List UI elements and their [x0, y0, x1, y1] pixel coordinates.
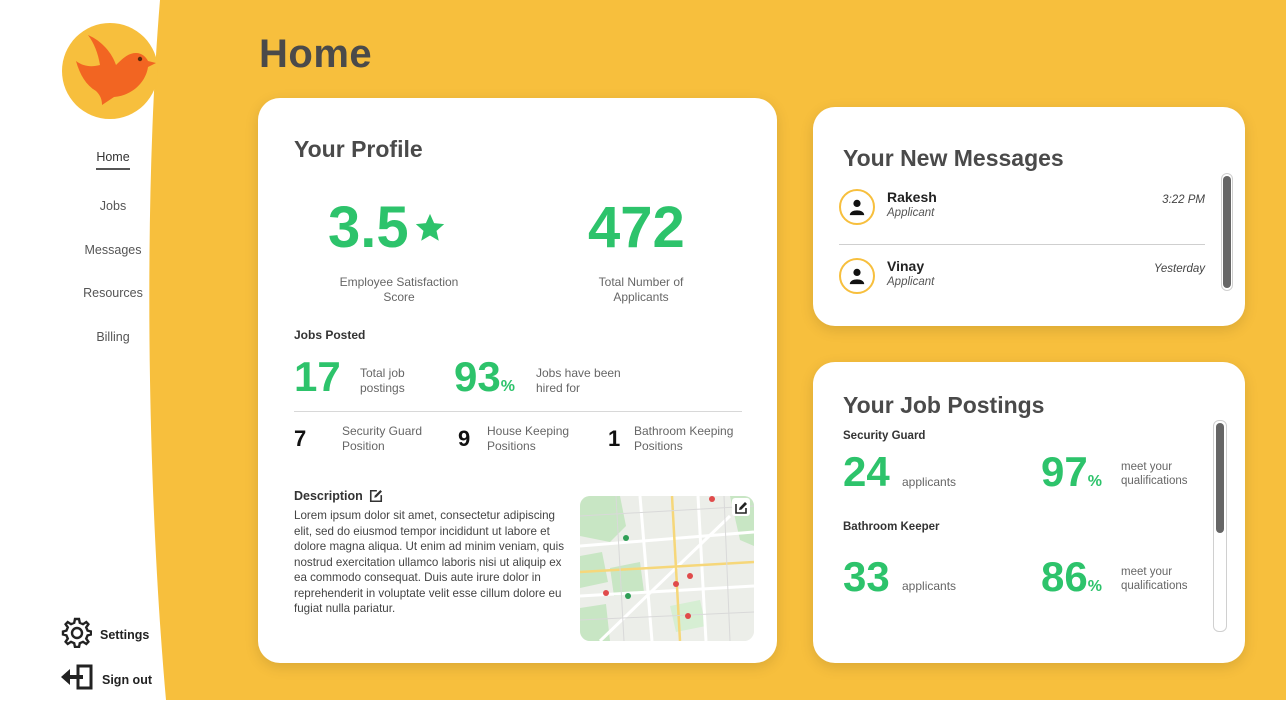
- bottom-strip: [0, 700, 1286, 706]
- description-heading: Description: [294, 489, 383, 503]
- messages-card: Your New Messages Rakesh Applicant 3:22 …: [813, 107, 1245, 326]
- sidebar-item-billing[interactable]: Billing: [96, 330, 130, 344]
- message-sender-role: Applicant: [887, 207, 935, 219]
- total-applicants-value: 472: [588, 195, 685, 260]
- message-divider: [839, 244, 1205, 245]
- map-image[interactable]: [580, 496, 754, 641]
- job-applicants-count: 33: [843, 553, 890, 600]
- messages-scroll-thumb[interactable]: [1223, 176, 1231, 288]
- description-title: Description: [294, 489, 363, 503]
- house-keeping-label: House Keeping Positions: [487, 424, 570, 453]
- satisfaction-score-value: 3.5: [328, 195, 409, 260]
- job-qualified-percent-value: 86: [1041, 553, 1088, 600]
- message-time: 3:22 PM: [1162, 194, 1205, 206]
- job-qualified-label: meet your qualifications: [1121, 566, 1188, 593]
- job-qualified-percent: 86%: [1041, 556, 1102, 598]
- total-postings-value: 17: [294, 353, 341, 400]
- message-sender-name: Rakesh: [887, 189, 937, 205]
- profile-card: Your Profile 3.5 Employee Satisfaction S…: [258, 98, 777, 663]
- job-qualified-percent-sign: %: [1087, 473, 1102, 490]
- star-icon: [413, 211, 447, 245]
- sign-out-button[interactable]: Sign out: [60, 664, 152, 695]
- message-item[interactable]: Vinay Applicant Yesterday: [839, 258, 1205, 310]
- job-qualified-percent-sign: %: [1087, 578, 1102, 595]
- message-time: Yesterday: [1153, 263, 1205, 275]
- active-underline: [96, 168, 130, 170]
- jobs-posted-label: Jobs Posted: [294, 328, 366, 342]
- hired-percent: 93%: [454, 356, 515, 398]
- user-icon: [848, 198, 866, 216]
- total-postings-label: Total job postings: [360, 366, 405, 395]
- user-icon: [848, 267, 866, 285]
- sign-out-icon: [60, 664, 94, 695]
- sidebar-item-resources[interactable]: Resources: [83, 286, 143, 300]
- job-postings-title: Your Job Postings: [843, 392, 1045, 418]
- message-item[interactable]: Rakesh Applicant 3:22 PM: [839, 189, 1205, 241]
- settings-label: Settings: [100, 627, 150, 642]
- total-applicants-label: Total Number of Applicants: [598, 275, 684, 304]
- security-guard-label: Security Guard Position: [342, 424, 423, 453]
- postings-scrollbar[interactable]: [1213, 420, 1227, 632]
- job-applicants-label: applicants: [902, 475, 957, 489]
- job-qualified-percent: 97%: [1041, 451, 1102, 493]
- bathroom-keeping-count: 1: [608, 426, 621, 451]
- divider: [294, 411, 742, 412]
- avatar: [839, 258, 875, 294]
- sign-out-label: Sign out: [102, 672, 152, 687]
- gear-icon: [60, 616, 93, 653]
- description-text: Lorem ipsum dolor sit amet, consectetur …: [294, 509, 565, 616]
- job-applicants-count: 24: [843, 448, 890, 495]
- hired-label: Jobs have been hired for: [536, 366, 621, 395]
- profile-title: Your Profile: [294, 136, 423, 162]
- bathroom-keeping-label: Bathroom Keeping Positions: [634, 424, 734, 453]
- job-title: Bathroom Keeper: [843, 521, 940, 533]
- sidebar-item-home[interactable]: Home: [96, 150, 130, 164]
- bird-logo-icon[interactable]: [62, 23, 158, 119]
- settings-button[interactable]: Settings: [60, 616, 149, 653]
- sidebar-item-jobs[interactable]: Jobs: [99, 199, 127, 213]
- job-postings-card: Your Job Postings Security Guard 24 appl…: [813, 362, 1245, 663]
- sidebar: [0, 0, 166, 700]
- hired-percent-sign: %: [500, 378, 515, 395]
- postings-scroll-thumb[interactable]: [1216, 423, 1224, 533]
- job-qualified-label: meet your qualifications: [1121, 461, 1188, 488]
- house-keeping-count: 9: [458, 426, 471, 451]
- job-qualified-percent-value: 97: [1041, 448, 1088, 495]
- avatar: [839, 189, 875, 225]
- job-applicants-label: applicants: [902, 579, 957, 593]
- hired-percent-value: 93: [454, 353, 501, 400]
- satisfaction-score: 3.5: [328, 199, 447, 257]
- security-guard-count: 7: [294, 426, 307, 451]
- message-sender-role: Applicant: [887, 276, 935, 288]
- page-title: Home: [259, 32, 373, 76]
- sidebar-item-messages[interactable]: Messages: [84, 243, 142, 257]
- satisfaction-label: Employee Satisfaction Score: [339, 275, 459, 304]
- edit-icon[interactable]: [369, 489, 383, 503]
- message-sender-name: Vinay: [887, 258, 925, 274]
- messages-title: Your New Messages: [843, 145, 1064, 171]
- messages-scrollbar[interactable]: [1221, 173, 1233, 291]
- job-title: Security Guard: [843, 430, 926, 442]
